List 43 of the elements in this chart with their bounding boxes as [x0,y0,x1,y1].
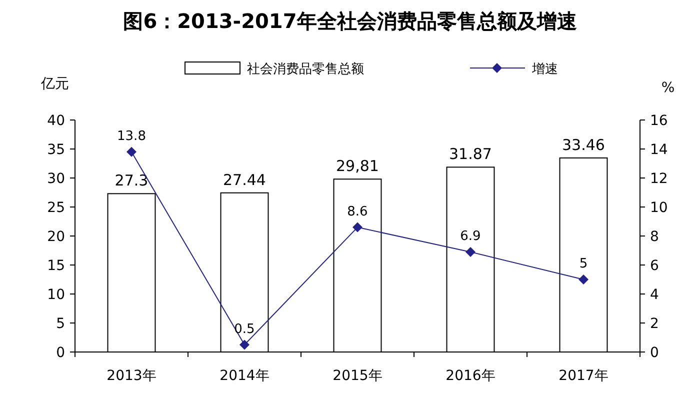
y-tick-label: 5 [56,316,65,332]
data-label: 31.87 [449,145,492,164]
point [126,146,136,157]
data-label: 13.8 [117,128,146,144]
data-label: 8.6 [347,204,368,220]
y2-tick-label: 10 [650,200,668,216]
data-label: 5 [579,256,588,272]
y2-tick-label: 6 [650,258,659,274]
point [240,340,250,350]
x-tick-label: 2015年 [332,368,382,384]
data-label: 6.9 [460,228,481,244]
chart-title: 图6：2013-2017年全社会消费品零售总额及增速 [123,9,577,33]
point [578,274,588,284]
y2-tick-label: 12 [650,171,668,187]
y-tick-label: 40 [47,113,65,129]
data-label: 27.3 [114,172,148,190]
y2-tick-label: 4 [650,287,659,303]
y2-tick-label: 16 [650,113,668,129]
x-tick-label: 2017年 [558,368,608,384]
y-tick-label: 25 [47,200,65,216]
point [466,246,476,257]
point [352,222,362,232]
y-axis-title: 亿元 [40,76,69,92]
data-label: 29,81 [336,157,379,176]
x-tick-label: 2013年 [106,368,156,384]
y2-tick-label: 0 [650,345,659,361]
data-label: 33.46 [562,136,605,154]
y-tick-label: 35 [47,142,65,158]
y2-tick-label: 14 [650,142,668,158]
y-tick-label: 30 [47,171,65,187]
y-tick-label: 10 [47,287,65,303]
y2-axis-title: % [661,80,675,96]
y2-tick-label: 2 [650,316,659,332]
y-tick-label: 20 [47,229,65,245]
y-tick-label: 15 [47,258,65,274]
x-tick-label: 2014年 [220,368,270,384]
y2-tick-label: 8 [650,229,659,245]
data-label: 0.5 [234,322,255,337]
data-label: 27.44 [223,170,266,189]
legend-label: 增速 [531,62,558,77]
y-tick-label: 0 [56,345,65,361]
x-tick-label: 2016年 [446,368,496,384]
legend-label: 社会消费品零售总额 [247,62,364,77]
